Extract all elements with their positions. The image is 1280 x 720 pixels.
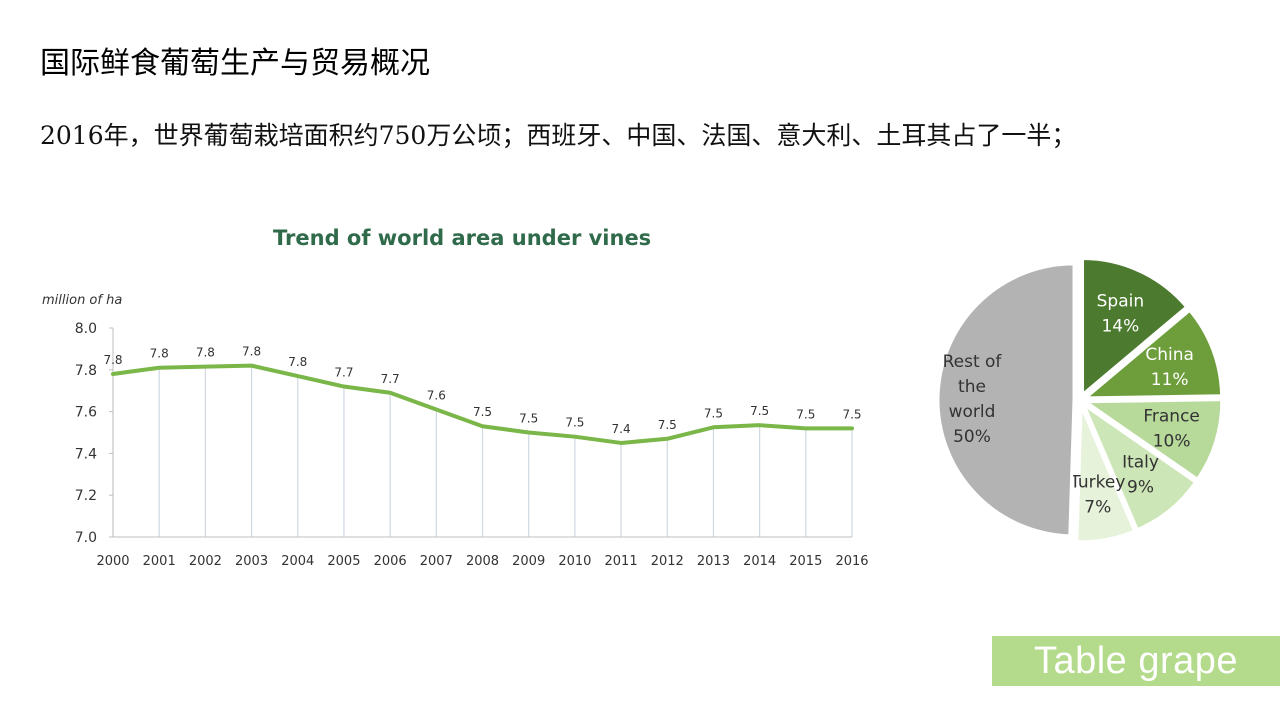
y-tick-label: 7.2: [75, 488, 97, 504]
series-line: [111, 363, 854, 445]
data-label: 7.5: [519, 412, 538, 426]
y-tick-label: 7.0: [75, 530, 97, 546]
x-tick-label: 2003: [235, 554, 268, 569]
x-tick-label: 2008: [466, 554, 499, 569]
x-tick-label: 2000: [96, 554, 129, 569]
data-label: 7.6: [427, 389, 446, 403]
y-axis-label: million of ha: [42, 293, 122, 308]
data-label: 7.5: [750, 404, 769, 418]
pie-category-label: Spain: [1097, 292, 1145, 312]
data-label: 7.5: [704, 406, 723, 420]
pie-pct-label: 11%: [1151, 370, 1189, 390]
pie-slice-italy: [1080, 400, 1198, 532]
data-label: 7.5: [658, 418, 677, 432]
pie-pct-label: 9%: [1127, 478, 1154, 498]
x-tick-label: 2006: [374, 554, 407, 569]
y-tick-label: 7.6: [75, 405, 97, 421]
pie-slice-france: [1081, 398, 1224, 482]
pie-slice-china: [1081, 308, 1224, 400]
data-label: 7.8: [150, 347, 169, 361]
pie-chart: Spain 14% China 11% France 10%Italy 9%Turkey 7%…: [936, 257, 1224, 544]
pie-category-label: Italy: [1122, 453, 1159, 473]
pie-category-label: France: [1143, 406, 1200, 426]
slide-title: 国际鲜食葡萄生产与贸易概况: [40, 46, 430, 81]
y-tick-label: 8.0: [75, 321, 97, 337]
data-label: 7.7: [334, 366, 353, 380]
data-label: 7.8: [196, 346, 215, 360]
data-label: 7.8: [103, 353, 122, 367]
pie-pct-label: 10%: [1153, 431, 1191, 451]
pie-pct-label: 50%: [953, 427, 991, 447]
x-tick-label: 2014: [743, 554, 776, 569]
pie-slice-turkey: [1075, 405, 1137, 544]
data-label: 7.5: [565, 416, 584, 430]
pie-pct-label: 14%: [1101, 317, 1139, 337]
data-label: 7.8: [242, 345, 261, 359]
x-tick-label: 2007: [420, 554, 453, 569]
pie-category-label: the: [958, 377, 986, 397]
pie-category-label: Rest of: [943, 352, 1003, 372]
table-grape-tag: Table grape: [992, 636, 1280, 686]
data-label: 7.8: [288, 355, 307, 369]
pie-category-label: Turkey: [1069, 473, 1125, 493]
x-tick-label: 2011: [605, 554, 638, 569]
line-chart-title: Trend of world area under vines: [273, 226, 652, 250]
data-label: 7.5: [473, 405, 492, 419]
x-tick-label: 2004: [281, 554, 314, 569]
pie-category-label: world: [949, 402, 996, 422]
x-tick-label: 2002: [189, 554, 222, 569]
x-tick-label: 2009: [512, 554, 545, 569]
pie-slice-rest-of-the-world: [936, 262, 1076, 538]
data-label: 7.5: [796, 407, 815, 421]
x-tick-label: 2005: [327, 554, 360, 569]
data-label: 7.5: [842, 407, 861, 421]
x-tick-label: 2013: [697, 554, 730, 569]
line-chart: 7.0 7.2 7.4 7.6 7.8 8.0 million of ha 2000 2001 2…: [42, 293, 869, 569]
slide-subtitle: 2016年，世界葡萄栽培面积约750万公顷；西班牙、中国、法国、意大利、土耳其占…: [40, 121, 1077, 150]
x-tick-label: 2012: [651, 554, 684, 569]
data-label: 7.4: [612, 422, 631, 436]
pie-category-label: China: [1145, 345, 1194, 365]
x-tick-label: 2016: [835, 554, 868, 569]
x-tick-label: 2010: [558, 554, 591, 569]
pie-slice-spain: [1081, 257, 1189, 398]
x-tick-label: 2015: [789, 554, 822, 569]
pie-pct-label: 7%: [1084, 498, 1111, 518]
y-tick-label: 7.4: [75, 446, 97, 462]
x-tick-label: 2001: [143, 554, 176, 569]
data-label: 7.7: [381, 372, 400, 386]
y-tick-label: 7.8: [75, 363, 97, 379]
